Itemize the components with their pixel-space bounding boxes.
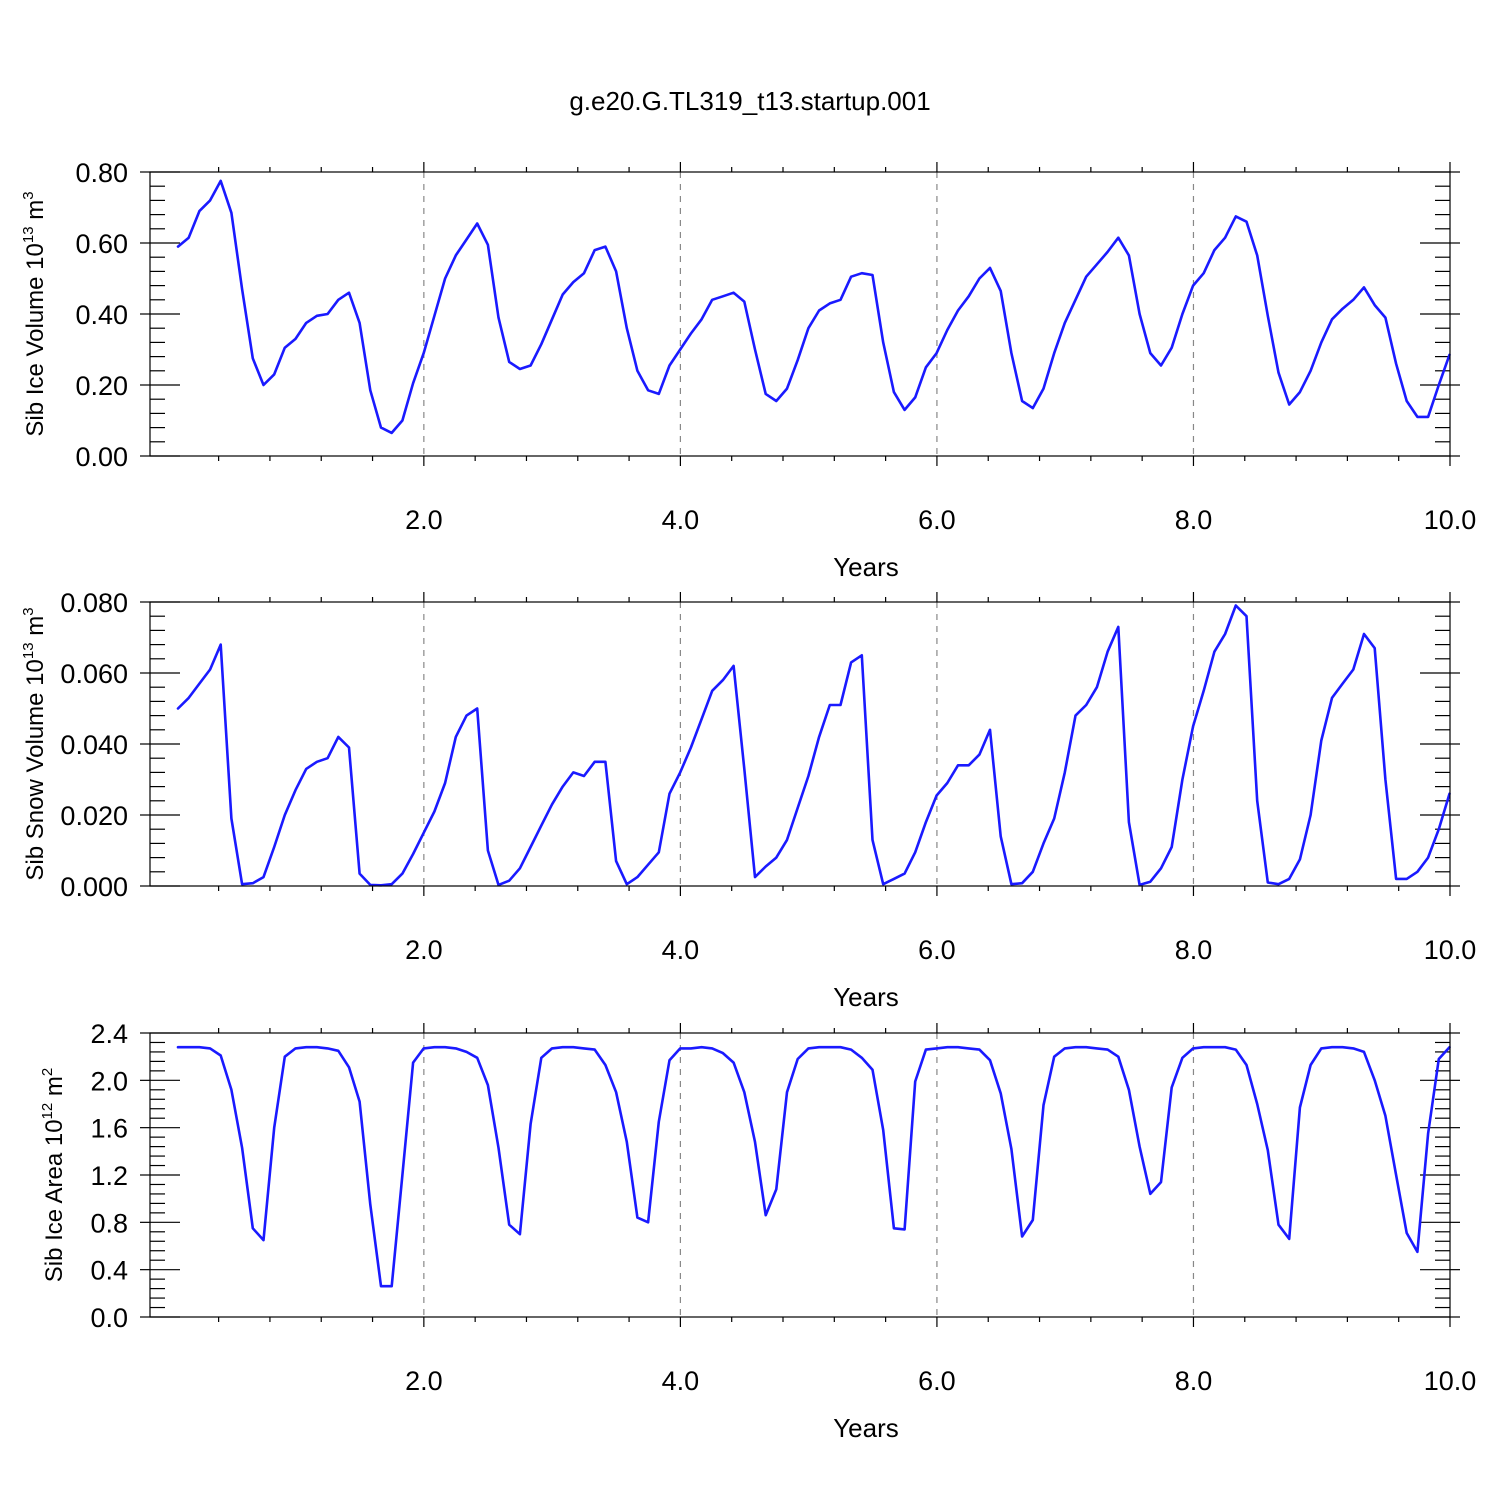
x-tick-label: 10.0 (1424, 505, 1477, 535)
y-tick-labels: 0.000 0.020 0.040 0.060 0.080 (60, 588, 128, 902)
ice-volume-series-line (176, 179, 1451, 435)
x-tick-label: 4.0 (662, 935, 700, 965)
panel-ticks (140, 1023, 1460, 1327)
x-tick-label: 6.0 (918, 1366, 956, 1396)
x-tick-labels: 2.0 4.0 6.0 8.0 10.0 (405, 935, 1476, 965)
x-tick-label: 10.0 (1424, 1366, 1477, 1396)
snow-volume-series-line (176, 604, 1451, 887)
y-tick-label: 1.2 (90, 1161, 128, 1191)
y-tick-label: 0.8 (90, 1208, 128, 1238)
ice-area-series-line (176, 1045, 1451, 1288)
y-axis-title: Sib Ice Volume 1013 m3 (20, 191, 49, 436)
y-axis-title: Sib Ice Area 1012 m2 (39, 1068, 68, 1282)
x-tick-label: 6.0 (918, 935, 956, 965)
panel-ticks (140, 162, 1460, 466)
x-axis-title: Years (833, 982, 899, 1012)
x-tick-label: 2.0 (405, 1366, 443, 1396)
y-tick-label: 0.080 (60, 588, 128, 618)
x-tick-label: 10.0 (1424, 935, 1477, 965)
y-axis-title: Sib Snow Volume 1013 m3 (20, 607, 49, 880)
y-tick-label: 0.00 (75, 442, 128, 472)
x-tick-labels: 2.0 4.0 6.0 8.0 10.0 (405, 1366, 1476, 1396)
x-tick-label: 8.0 (1175, 1366, 1213, 1396)
panel-ticks (140, 592, 1460, 896)
x-tick-label: 4.0 (662, 1366, 700, 1396)
y-tick-label: 0.20 (75, 371, 128, 401)
x-axis-title: Years (833, 1413, 899, 1443)
y-tick-label: 0.040 (60, 730, 128, 760)
y-tick-label: 0.4 (90, 1256, 128, 1286)
y-tick-label: 2.0 (90, 1066, 128, 1096)
chart-title: g.e20.G.TL319_t13.startup.001 (569, 86, 930, 116)
y-tick-label: 0.40 (75, 300, 128, 330)
panel-gridlines (423, 602, 1195, 886)
x-tick-label: 2.0 (405, 935, 443, 965)
y-tick-label: 0.020 (60, 801, 128, 831)
y-tick-labels: 0.00 0.20 0.40 0.60 0.80 (75, 158, 128, 472)
x-tick-label: 4.0 (662, 505, 700, 535)
x-axis-title: Years (833, 552, 899, 582)
panel-gridlines (423, 172, 1195, 456)
x-tick-label: 8.0 (1175, 935, 1213, 965)
snow-volume-panel: 0.000 0.020 0.040 0.060 0.080 2.0 4.0 6.0 8.0 10… (20, 588, 1476, 1012)
x-tick-label: 2.0 (405, 505, 443, 535)
x-tick-label: 6.0 (918, 505, 956, 535)
y-tick-labels: 0.0 0.4 0.8 1.2 1.6 2.0 2.4 (90, 1019, 128, 1333)
plot-frame (149, 171, 1451, 457)
y-tick-label: 0.0 (90, 1303, 128, 1333)
y-tick-label: 0.80 (75, 158, 128, 188)
ice-area-panel: 0.0 0.4 0.8 1.2 1.6 2.0 2.4 2.0 4.0 6.0 8.0 10.0 Y… (39, 1019, 1476, 1443)
x-tick-label: 8.0 (1175, 505, 1213, 535)
y-tick-label: 1.6 (90, 1114, 128, 1144)
x-tick-labels: 2.0 4.0 6.0 8.0 10.0 (405, 505, 1476, 535)
plot-frame (149, 1032, 1451, 1318)
y-tick-label: 2.4 (90, 1019, 128, 1049)
y-tick-label: 0.000 (60, 872, 128, 902)
ice-volume-panel: 0.00 0.20 0.40 0.60 0.80 2.0 4.0 6.0 8.0 10.0 Ye… (20, 158, 1476, 582)
plot-frame (149, 601, 1451, 887)
y-tick-label: 0.060 (60, 659, 128, 689)
y-tick-label: 0.60 (75, 229, 128, 259)
